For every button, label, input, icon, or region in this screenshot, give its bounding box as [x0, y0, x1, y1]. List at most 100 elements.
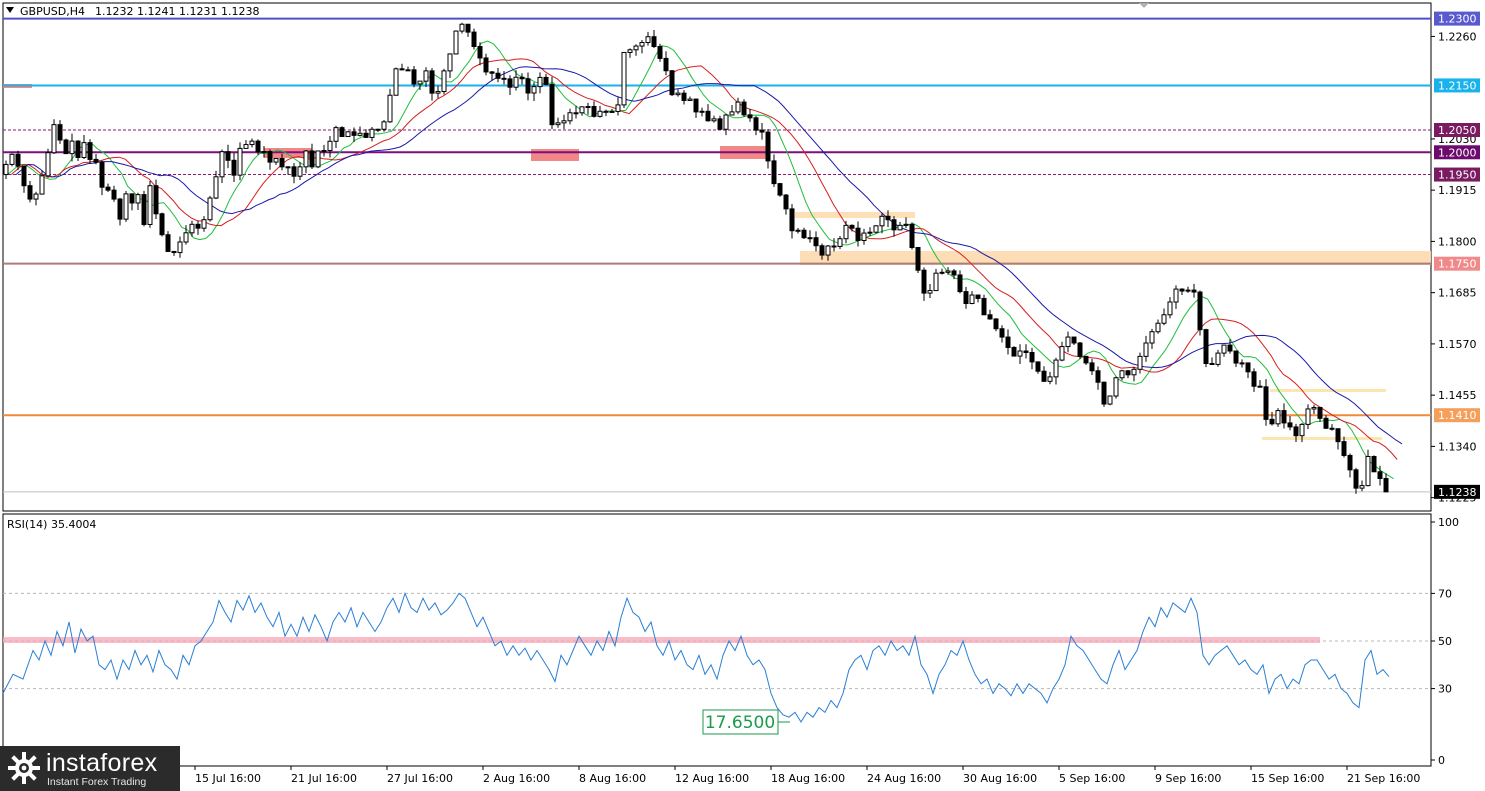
moving-average-blue [15, 66, 1403, 445]
rsi-tick-label: 30 [1438, 683, 1452, 696]
rsi-tick-label: 100 [1438, 516, 1459, 529]
candle-body [471, 31, 477, 48]
candle-body [447, 53, 453, 72]
candle-body [903, 223, 909, 226]
candle-body [819, 245, 825, 256]
candle-body [765, 131, 771, 162]
candle-body [339, 127, 345, 138]
price-zone [800, 251, 1431, 265]
candle-body [501, 77, 507, 80]
time-tick-label: 8 Aug 16:00 [579, 772, 646, 785]
candle-body [1083, 355, 1089, 364]
price-panel[interactable] [2, 2, 1432, 512]
candle-body [927, 290, 933, 294]
candle-body [891, 219, 897, 231]
candle-body [261, 151, 267, 154]
candle-body [699, 110, 705, 113]
candle-body [585, 106, 591, 109]
candle-body [117, 198, 123, 220]
candle-body [315, 150, 321, 168]
candle-body [1341, 441, 1347, 456]
candle-body [297, 166, 303, 177]
rsi-panel[interactable]: RSI(14) 35.4004 17.6500 100 70 50 30 0 [2, 513, 1459, 767]
candle-body [1077, 342, 1083, 357]
candle-body [357, 132, 363, 136]
candle-body [681, 92, 687, 101]
level-tag-label: 1.2000 [1438, 146, 1477, 159]
dropdown-arrow-icon[interactable] [6, 7, 14, 13]
price-tick-label: 1.1800 [1438, 235, 1477, 248]
candle-body [573, 112, 579, 115]
candle-body [189, 223, 195, 234]
price-tick-label: 1.1685 [1438, 287, 1477, 300]
shift-marker-icon[interactable] [1139, 3, 1149, 8]
candle-body [1047, 376, 1053, 382]
candle-body [675, 92, 681, 96]
level-tag [1434, 145, 1480, 160]
candle-body [441, 70, 447, 93]
rsi-annotation: 17.6500 [702, 709, 790, 735]
candle-body [171, 250, 177, 254]
level-tag [1434, 11, 1480, 26]
chart-header[interactable]: GBPUSD,H4 1.1232 1.1241 1.1231 1.1238 [6, 5, 259, 18]
candle-body [129, 193, 135, 204]
candle-body [159, 213, 165, 236]
candle-body [507, 78, 513, 88]
level-tag-label: 1.2150 [1438, 79, 1477, 92]
logo-name: instaforex [46, 749, 158, 777]
candle-body [561, 120, 567, 124]
candle-body [897, 224, 903, 231]
candle-body [243, 144, 249, 149]
candle-body [579, 106, 585, 114]
candle-body [1035, 361, 1041, 372]
candle-body [951, 270, 957, 276]
candle-body [711, 118, 717, 122]
candle-body [1137, 355, 1143, 370]
candle-body [279, 158, 285, 168]
candle-body [1011, 346, 1017, 357]
candle-body [249, 140, 255, 146]
price-zone [531, 149, 579, 161]
candle-body [75, 140, 81, 158]
candle-body [513, 76, 519, 88]
candle-body [741, 101, 747, 116]
time-tick-label: 15 Jul 16:00 [195, 772, 261, 785]
candle-body [1029, 352, 1035, 363]
ohlc-values: 1.1232 1.1241 1.1231 1.1238 [95, 5, 259, 18]
candle-body [1371, 455, 1377, 473]
candle-body [567, 112, 573, 122]
candle-body [351, 131, 357, 136]
time-tick-label: 21 Jul 16:00 [291, 772, 357, 785]
candle-body [1113, 377, 1119, 397]
rsi-tick-label: 0 [1438, 754, 1445, 767]
candle-body [63, 139, 69, 155]
candle-body [1359, 485, 1365, 489]
time-tick-label: 5 Sep 16:00 [1059, 772, 1125, 785]
candle-body [831, 245, 837, 248]
candle-body [645, 36, 651, 44]
candle-body [1299, 423, 1305, 437]
candle-body [813, 237, 819, 247]
candle-body [1185, 289, 1191, 292]
candle-body [1101, 381, 1107, 405]
candle-body [1119, 370, 1125, 379]
candle-body [837, 238, 843, 247]
price-scale[interactable]: 1.22601.20301.19151.18001.16851.15701.14… [1431, 11, 1480, 505]
candle-body [609, 110, 615, 113]
time-tick-label: 9 Sep 16:00 [1155, 772, 1221, 785]
level-tag [1434, 123, 1480, 137]
time-tick-label: 12 Aug 16:00 [675, 772, 749, 785]
candle-body [459, 23, 465, 32]
candle-body [399, 68, 405, 71]
candle-body [201, 219, 207, 229]
candle-body [969, 294, 975, 304]
candle-body [1131, 368, 1137, 376]
candle-body [987, 314, 993, 320]
candle-body [423, 70, 429, 82]
level-tag [1434, 78, 1480, 93]
candle-body [321, 149, 327, 152]
candle-body [3, 163, 9, 176]
candle-body [993, 318, 999, 330]
candle-body [1347, 454, 1353, 471]
